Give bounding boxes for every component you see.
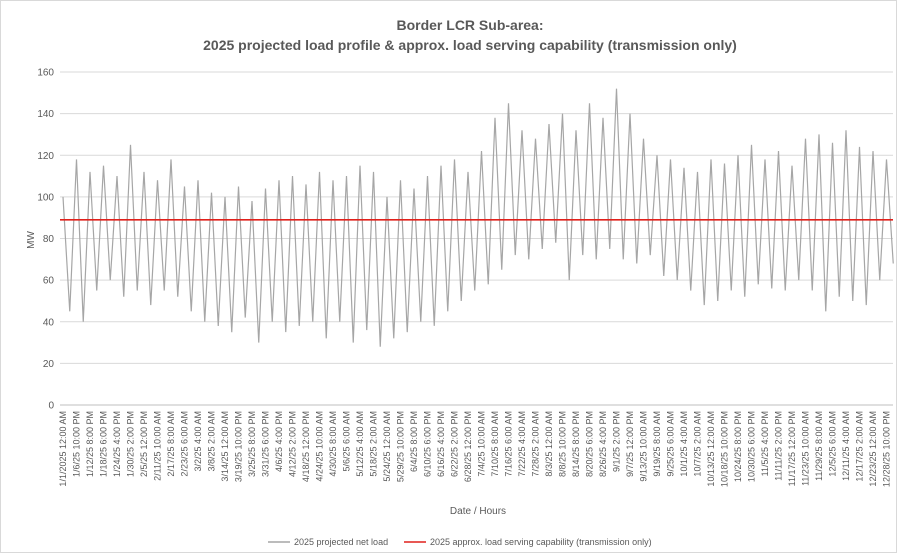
x-tick-label: 12/28/25 10:00 PM (882, 411, 892, 487)
legend-label: 2025 approx. load serving capability (tr… (430, 537, 652, 547)
x-tick-label: 4/6/25 4:00 PM (274, 411, 284, 472)
x-tick-label: 1/12/25 8:00 PM (85, 411, 95, 477)
x-tick-label: 5/29/25 10:00 PM (396, 411, 406, 482)
x-tick-label: 10/18/25 10:00 PM (720, 411, 730, 487)
x-tick-label: 3/31/25 6:00 PM (261, 411, 271, 477)
x-tick-label: 7/16/25 6:00 AM (504, 411, 514, 477)
x-tick-label: 5/24/25 12:00 AM (382, 411, 392, 482)
x-tick-label: 10/24/25 8:00 PM (733, 411, 743, 482)
legend: 2025 projected net load 2025 approx. load… (268, 537, 652, 547)
x-tick-label: 9/25/25 6:00 AM (666, 411, 676, 477)
chart-subtitle: 2025 projected load profile & approx. lo… (203, 37, 737, 53)
y-tick-label: 140 (37, 109, 54, 120)
x-tick-label: 7/22/25 4:00 AM (517, 411, 527, 477)
x-tick-label: 3/2/25 4:00 AM (193, 411, 203, 472)
x-tick-label: 2/17/25 8:00 AM (166, 411, 176, 477)
x-tick-label: 1/30/25 2:00 PM (126, 411, 136, 477)
x-tick-label: 3/19/25 10:00 PM (234, 411, 244, 482)
x-tick-label: 8/26/25 4:00 PM (598, 411, 608, 477)
x-tick-label: 10/30/25 6:00 PM (747, 411, 757, 482)
x-tick-label: 6/16/25 4:00 PM (436, 411, 446, 477)
x-tick-label: 2/11/25 10:00 AM (153, 411, 163, 481)
x-tick-label: 10/13/25 12:00 AM (706, 411, 716, 487)
x-tick-label: 9/7/25 12:00 PM (625, 411, 635, 477)
x-tick-label: 8/3/25 12:00 AM (544, 411, 554, 477)
x-tick-label: 11/17/25 12:00 PM (787, 411, 797, 486)
x-tick-label: 7/10/25 8:00 AM (490, 411, 500, 477)
x-tick-label: 2/5/25 12:00 PM (139, 411, 149, 477)
x-tick-label: 9/1/25 2:00 PM (612, 411, 622, 472)
x-tick-label: 8/8/25 10:00 PM (558, 411, 568, 477)
x-tick-label: 1/1/2025 12:00 AM (58, 411, 68, 487)
x-tick-label: 11/23/25 10:00 AM (801, 411, 811, 486)
x-tick-label: 12/11/25 4:00 AM (841, 411, 851, 481)
x-axis-label: Date / Hours (450, 506, 506, 517)
x-tick-label: 2/23/25 6:00 AM (180, 411, 190, 477)
x-tick-label: 1/6/25 10:00 PM (72, 411, 82, 477)
x-tick-label: 3/14/25 12:00 AM (220, 411, 230, 482)
x-tick-label: 12/17/25 2:00 AM (855, 411, 865, 482)
series-line (62, 88, 894, 347)
x-tick-label: 6/28/25 12:00 PM (463, 411, 473, 482)
x-tick-label: 6/4/25 8:00 PM (409, 411, 419, 472)
y-axis-label: MW (26, 231, 37, 249)
x-tick-label: 6/22/25 2:00 PM (450, 411, 460, 477)
x-tick-label: 9/19/25 8:00 AM (652, 411, 662, 477)
chart-title: Border LCR Sub-area: (396, 17, 543, 33)
x-tick-label: 7/28/25 2:00 AM (531, 411, 541, 477)
x-tick-label: 4/18/25 12:00 PM (301, 411, 311, 482)
x-tick-label: 6/10/25 6:00 PM (423, 411, 433, 477)
x-tick-label: 7/4/25 10:00 AM (477, 411, 487, 477)
x-tick-label: 8/20/25 6:00 PM (585, 411, 595, 477)
y-tick-label: 80 (43, 234, 55, 245)
y-tick-label: 20 (43, 359, 55, 370)
x-tick-label: 3/25/25 8:00 PM (247, 411, 257, 477)
x-tick-label: 4/12/25 2:00 PM (288, 411, 298, 477)
x-tick-label: 4/24/25 10:00 AM (315, 411, 325, 482)
x-tick-label: 5/12/25 4:00 AM (355, 411, 365, 477)
x-tick-label: 12/5/25 6:00 AM (828, 411, 838, 477)
x-tick-label: 8/14/25 8:00 PM (571, 411, 581, 477)
x-tick-label: 9/13/25 10:00 AM (639, 411, 649, 482)
y-tick-label: 60 (43, 276, 55, 287)
y-tick-label: 40 (43, 317, 55, 328)
y-tick-label: 0 (48, 401, 54, 412)
x-tick-label: 10/7/25 2:00 AM (693, 411, 703, 477)
x-tick-label: 10/1/25 4:00 AM (679, 411, 689, 477)
x-tick-label: 11/5/25 4:00 PM (760, 411, 770, 476)
x-tick-label: 12/23/25 12:00 AM (868, 411, 878, 487)
y-tick-label: 160 (37, 68, 54, 79)
x-tick-label: 5/18/25 2:00 AM (369, 411, 379, 477)
x-tick-label: 5/6/25 6:00 AM (342, 411, 352, 472)
x-tick-label: 1/18/25 6:00 PM (99, 411, 109, 477)
y-tick-label: 120 (37, 151, 54, 162)
x-tick-label: 1/24/25 4:00 PM (112, 411, 122, 477)
x-tick-label: 3/8/25 2:00 AM (207, 411, 217, 472)
legend-label: 2025 projected net load (294, 537, 388, 547)
x-tick-label: 4/30/25 8:00 AM (328, 411, 338, 477)
y-tick-label: 100 (37, 192, 54, 203)
x-tick-label: 11/11/25 2:00 PM (774, 411, 784, 481)
x-tick-label: 11/29/25 8:00 AM (814, 411, 824, 481)
